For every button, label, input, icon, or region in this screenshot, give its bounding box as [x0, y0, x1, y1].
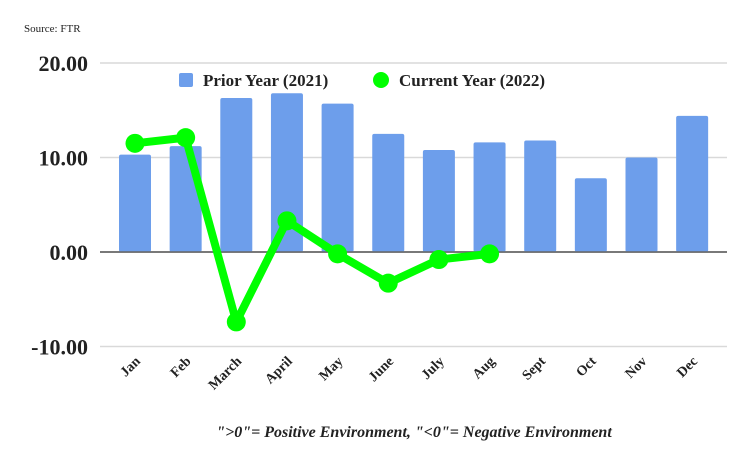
x-tick-label: June [366, 354, 397, 385]
bar-sept [524, 140, 557, 252]
bar-aug [473, 142, 506, 252]
y-tick-label: -10.00 [31, 335, 88, 360]
x-tick-label: Nov [623, 354, 651, 382]
y-tick-label: 20.00 [39, 51, 89, 76]
bar-oct [574, 178, 607, 252]
y-axis: 20.00 10.00 0.00 -10.00 [31, 51, 88, 360]
point-july [429, 250, 449, 270]
x-tick-label: Jan [118, 354, 144, 380]
bar-jan [119, 154, 151, 252]
bar-dec [676, 115, 709, 252]
bar-may [321, 103, 354, 252]
x-tick-label: April [263, 354, 296, 387]
legend-swatch-current-year [373, 72, 389, 88]
x-tick-label: Feb [168, 354, 195, 381]
bar-nov [625, 157, 658, 252]
bar-june [372, 133, 405, 252]
prior-year-bars [100, 93, 727, 253]
y-tick-label: 10.00 [39, 146, 89, 171]
current-year-line [125, 128, 500, 332]
legend: Prior Year (2021) Current Year (2022) [179, 71, 545, 90]
point-april [277, 211, 297, 231]
x-tick-label: Sept [520, 354, 550, 384]
point-june [378, 273, 398, 293]
legend-swatch-prior-year [179, 73, 193, 87]
x-tick-label: Dec [674, 354, 701, 381]
source-note: Source: FTR [24, 23, 81, 35]
x-tick-label: Aug [470, 354, 498, 382]
point-feb [176, 128, 196, 148]
point-may [328, 244, 348, 264]
y-tick-label: 0.00 [50, 240, 89, 265]
legend-label-current-year: Current Year (2022) [399, 71, 545, 90]
footnote: ">0"= Positive Environment, "<0"= Negati… [216, 424, 612, 441]
point-aug [480, 244, 500, 264]
x-axis: Jan Feb March April May June July Aug Sept Oct Nov… [118, 354, 701, 393]
bar-april [270, 93, 303, 253]
point-march [226, 312, 246, 332]
point-jan [125, 133, 145, 153]
bar-march [220, 97, 253, 252]
x-tick-label: Oct [574, 354, 600, 380]
x-tick-label: July [419, 354, 448, 383]
bar-feb [169, 146, 202, 252]
x-tick-label: May [317, 354, 347, 384]
x-tick-label: March [206, 354, 245, 393]
bar-july [422, 149, 455, 252]
legend-label-prior-year: Prior Year (2021) [203, 71, 328, 90]
